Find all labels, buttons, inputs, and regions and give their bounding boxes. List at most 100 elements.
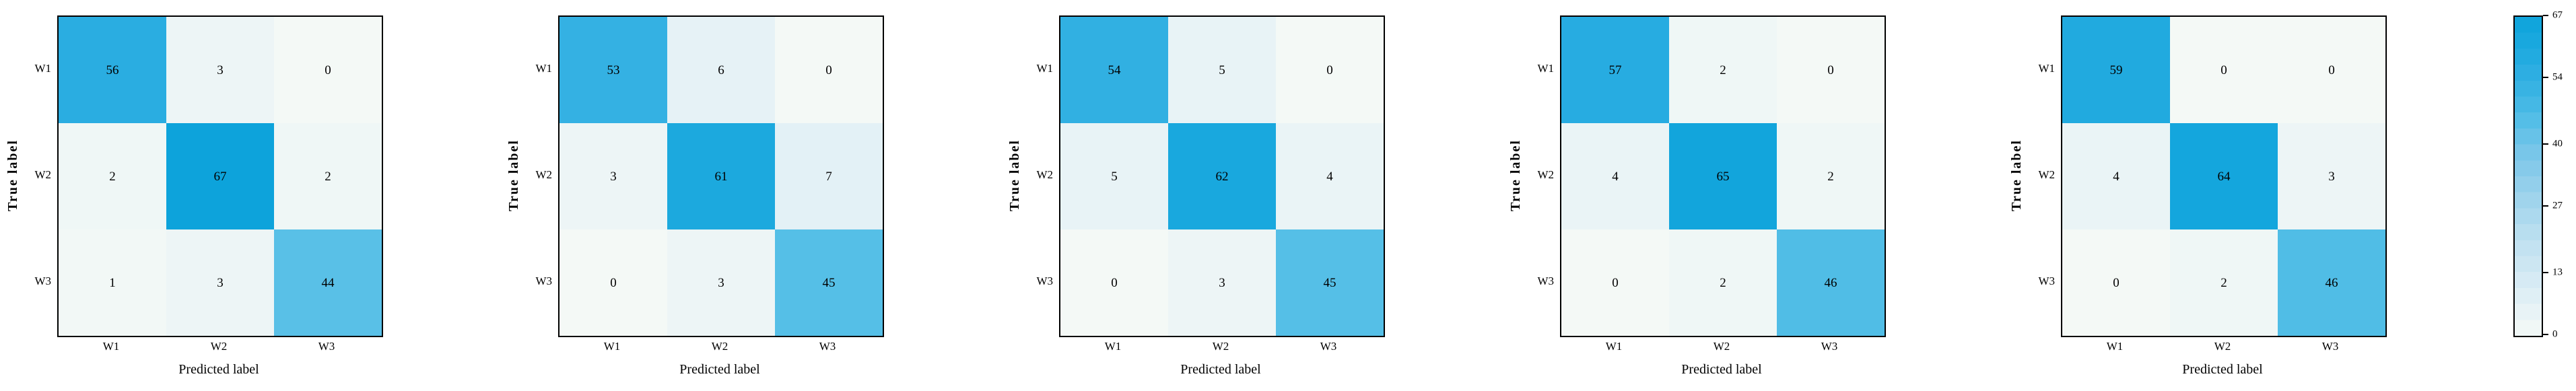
heatmap-cell-r3c3: 45 bbox=[775, 229, 883, 336]
cell-value: 1 bbox=[109, 275, 116, 290]
heatmap-cell-r2c2: 64 bbox=[2170, 123, 2278, 229]
heatmap-cell-r1c3: 0 bbox=[1276, 17, 1384, 123]
cell-value: 3 bbox=[217, 63, 224, 77]
cell-value: 46 bbox=[1824, 275, 1837, 290]
x-axis-label: Predicted label bbox=[679, 362, 760, 377]
confusion-matrix-panel-5: True label W1 W2 W3 59 0 0 4 64 3 0 2 46 W1 W2 W3 Pr… bbox=[2004, 0, 2505, 391]
y-tick-label: W3 bbox=[1036, 275, 1053, 287]
heatmap-cell-r1c3: 0 bbox=[775, 17, 883, 123]
heatmap-cell-r2c1: 4 bbox=[2062, 123, 2170, 229]
heatmap-cell-r1c3: 0 bbox=[2278, 17, 2385, 123]
heatmap-cell-r3c1: 1 bbox=[59, 229, 166, 336]
cell-value: 2 bbox=[2221, 275, 2227, 290]
colorbar-tick bbox=[2543, 143, 2548, 145]
cell-value: 4 bbox=[1326, 169, 1333, 184]
y-tick-label: W2 bbox=[2038, 168, 2055, 181]
x-tick-label: W3 bbox=[1320, 340, 1337, 353]
heatmap-cell-r2c2: 62 bbox=[1168, 123, 1276, 229]
cell-value: 2 bbox=[1827, 169, 1834, 184]
cell-value: 4 bbox=[1612, 169, 1619, 184]
heatmap-cell-r3c3: 45 bbox=[1276, 229, 1384, 336]
confusion-matrix-panel-3: True label W1 W2 W3 54 5 0 5 62 4 0 3 45 W1 W2 W3 Pr… bbox=[1002, 0, 1503, 391]
heatmap-cell-r3c2: 2 bbox=[1669, 229, 1777, 336]
colorbar-tick-label: 67 bbox=[2552, 9, 2563, 21]
cell-value: 62 bbox=[1215, 169, 1229, 184]
heatmap: 57 2 0 4 65 2 0 2 46 bbox=[1560, 15, 1886, 337]
heatmap-cell-r1c1: 54 bbox=[1060, 17, 1168, 123]
heatmap-cell-r3c2: 3 bbox=[1168, 229, 1276, 336]
cell-value: 5 bbox=[1111, 169, 1118, 184]
heatmap-cell-r3c1: 0 bbox=[560, 229, 667, 336]
x-tick-label: W3 bbox=[2321, 340, 2339, 353]
cell-value: 0 bbox=[2328, 63, 2335, 77]
cell-value: 3 bbox=[1219, 275, 1225, 290]
y-tick-label: W1 bbox=[535, 62, 552, 75]
heatmap-cell-r1c3: 0 bbox=[1777, 17, 1885, 123]
colorbar-tick bbox=[2543, 272, 2548, 274]
heatmap-cell-r2c1: 3 bbox=[560, 123, 667, 229]
cell-value: 59 bbox=[2109, 63, 2123, 77]
heatmap-cell-r2c1: 4 bbox=[1561, 123, 1669, 229]
x-tick-label: W2 bbox=[1212, 340, 1229, 353]
x-tick-label: W2 bbox=[711, 340, 728, 353]
cell-value: 53 bbox=[607, 63, 620, 77]
x-tick-label: W1 bbox=[1104, 340, 1122, 353]
colorbar-tick bbox=[2543, 76, 2548, 78]
cell-value: 0 bbox=[325, 63, 331, 77]
x-tick-label: W1 bbox=[2106, 340, 2124, 353]
cell-value: 2 bbox=[1720, 275, 1726, 290]
heatmap: 54 5 0 5 62 4 0 3 45 bbox=[1059, 15, 1385, 337]
cell-value: 0 bbox=[2113, 275, 2120, 290]
cell-value: 2 bbox=[325, 169, 331, 184]
heatmap: 59 0 0 4 64 3 0 2 46 bbox=[2061, 15, 2387, 337]
cell-value: 57 bbox=[1608, 63, 1622, 77]
x-tick-label: W3 bbox=[318, 340, 335, 353]
colorbar-gradient bbox=[2513, 15, 2543, 337]
cell-value: 56 bbox=[106, 63, 119, 77]
heatmap-cell-r2c3: 2 bbox=[274, 123, 382, 229]
x-tick-label: W3 bbox=[819, 340, 836, 353]
heatmap-cell-r3c3: 46 bbox=[1777, 229, 1885, 336]
heatmap-cell-r2c3: 4 bbox=[1276, 123, 1384, 229]
x-tick-label: W1 bbox=[102, 340, 120, 353]
colorbar-tick bbox=[2543, 334, 2548, 335]
colorbar-tick-label: 54 bbox=[2552, 71, 2563, 83]
colorbar-tick bbox=[2543, 205, 2548, 207]
x-tick-label: W2 bbox=[210, 340, 228, 353]
y-tick-label: W1 bbox=[1537, 62, 1554, 75]
x-axis-label: Predicted label bbox=[1180, 362, 1261, 377]
heatmap-cell-r3c2: 2 bbox=[2170, 229, 2278, 336]
heatmap-cell-r2c2: 65 bbox=[1669, 123, 1777, 229]
heatmap-cell-r2c2: 67 bbox=[166, 123, 274, 229]
cell-value: 3 bbox=[2328, 169, 2335, 184]
cell-value: 5 bbox=[1219, 63, 1225, 77]
heatmap-cell-r1c1: 57 bbox=[1561, 17, 1669, 123]
confusion-matrix-panel-2: True label W1 W2 W3 53 6 0 3 61 7 0 3 45 W1 W2 W3 Pr… bbox=[501, 0, 1002, 391]
heatmap-cell-r2c2: 61 bbox=[667, 123, 775, 229]
cell-value: 0 bbox=[1827, 63, 1834, 77]
cell-value: 45 bbox=[1323, 275, 1336, 290]
heatmap-cell-r1c1: 53 bbox=[560, 17, 667, 123]
x-tick-label: W1 bbox=[1605, 340, 1623, 353]
y-tick-label: W3 bbox=[1537, 275, 1554, 287]
heatmap-cell-r3c1: 0 bbox=[1060, 229, 1168, 336]
heatmap-cell-r1c2: 5 bbox=[1168, 17, 1276, 123]
x-axis-label: Predicted label bbox=[178, 362, 259, 377]
x-axis-label: Predicted label bbox=[2182, 362, 2263, 377]
cell-value: 54 bbox=[1108, 63, 1121, 77]
y-tick-label: W3 bbox=[535, 275, 552, 287]
heatmap-cell-r1c2: 2 bbox=[1669, 17, 1777, 123]
y-tick-label: W1 bbox=[2038, 62, 2055, 75]
cell-value: 0 bbox=[825, 63, 832, 77]
x-axis-label: Predicted label bbox=[1681, 362, 1762, 377]
colorbar-tick bbox=[2543, 15, 2548, 16]
heatmap: 53 6 0 3 61 7 0 3 45 bbox=[558, 15, 884, 337]
heatmap-cell-r2c1: 5 bbox=[1060, 123, 1168, 229]
cell-value: 3 bbox=[610, 169, 617, 184]
x-tick-label: W2 bbox=[2214, 340, 2231, 353]
heatmap-cell-r2c3: 7 bbox=[775, 123, 883, 229]
colorbar-tick-label: 13 bbox=[2552, 266, 2563, 278]
cell-value: 2 bbox=[109, 169, 116, 184]
cell-value: 0 bbox=[610, 275, 617, 290]
